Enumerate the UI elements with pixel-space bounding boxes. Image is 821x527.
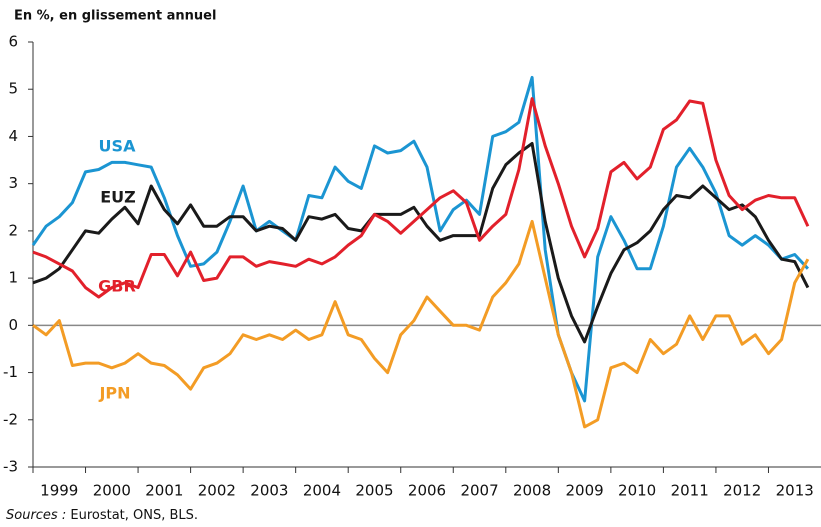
x-tick-label: 2007 bbox=[460, 482, 498, 500]
x-tick-label: 2002 bbox=[198, 482, 236, 500]
x-tick-label: 2009 bbox=[566, 482, 604, 500]
source: Sources : Eurostat, ONS, BLS. bbox=[6, 508, 198, 523]
y-tick-label: 1 bbox=[8, 269, 18, 287]
x-tick-label: 2011 bbox=[671, 482, 709, 500]
y-tick-label: 5 bbox=[8, 80, 18, 98]
x-tick-label: 2013 bbox=[776, 482, 814, 500]
source-text: Eurostat, ONS, BLS. bbox=[70, 508, 198, 523]
y-tick-label: 6 bbox=[8, 33, 18, 51]
x-tick-label: 2006 bbox=[408, 482, 446, 500]
y-tick-label: -3 bbox=[3, 458, 18, 476]
x-tick-label: 1999 bbox=[40, 482, 78, 500]
chart-title: En %, en glissement annuel bbox=[14, 9, 216, 24]
series-label: GBR bbox=[98, 277, 136, 296]
y-tick-label: 0 bbox=[8, 316, 18, 334]
x-tick-label: 2003 bbox=[250, 482, 288, 500]
x-tick-label: 2005 bbox=[355, 482, 393, 500]
source-label: Sources : bbox=[6, 508, 66, 523]
x-tick-label: 2004 bbox=[303, 482, 341, 500]
series-line bbox=[32, 97, 810, 299]
series-label: JPN bbox=[98, 384, 130, 403]
series-line bbox=[32, 219, 810, 429]
series-label: USA bbox=[99, 137, 137, 156]
y-tick-label: -2 bbox=[3, 410, 18, 428]
series-line bbox=[31, 75, 809, 403]
y-tick-label: -1 bbox=[3, 363, 18, 381]
x-tick-label: 2008 bbox=[513, 482, 551, 500]
x-tick-label: 2010 bbox=[618, 482, 656, 500]
series-label: EUZ bbox=[100, 188, 136, 207]
x-tick-label: 2012 bbox=[723, 482, 761, 500]
y-tick-label: 2 bbox=[8, 221, 18, 239]
y-tick-label: 3 bbox=[8, 174, 18, 192]
series-line bbox=[32, 142, 810, 344]
x-tick-label: 2000 bbox=[93, 482, 131, 500]
x-tick-label: 2001 bbox=[145, 482, 183, 500]
y-tick-label: 4 bbox=[8, 127, 18, 145]
